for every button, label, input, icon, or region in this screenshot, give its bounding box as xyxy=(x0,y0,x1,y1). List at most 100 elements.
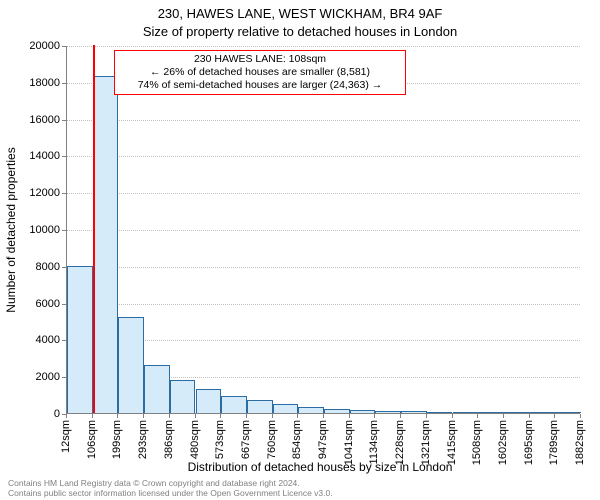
y-tick-label: 12000 xyxy=(10,187,60,199)
x-tick-mark xyxy=(580,414,581,418)
x-tick-label: 1882sqm xyxy=(574,420,586,465)
x-tick-mark xyxy=(349,414,350,418)
gridline xyxy=(67,267,580,268)
x-tick-mark xyxy=(452,414,453,418)
x-tick-mark xyxy=(374,414,375,418)
histogram-bar xyxy=(504,412,530,413)
x-tick-mark xyxy=(169,414,170,418)
x-tick-mark xyxy=(272,414,273,418)
x-tick-label: 854sqm xyxy=(291,420,303,459)
histogram-bar xyxy=(453,412,479,413)
histogram-bar xyxy=(170,380,196,413)
annotation-line-1: 230 HAWES LANE: 108sqm xyxy=(121,53,399,66)
gridline xyxy=(67,46,580,47)
x-tick-label: 1228sqm xyxy=(394,420,406,465)
y-tick-label: 0 xyxy=(10,408,60,420)
y-tick-mark xyxy=(62,120,66,121)
histogram-bar xyxy=(324,409,350,413)
histogram-bar xyxy=(93,76,119,413)
x-tick-label: 947sqm xyxy=(317,420,329,459)
x-tick-mark xyxy=(400,414,401,418)
x-tick-label: 293sqm xyxy=(137,420,149,459)
histogram-bar xyxy=(247,400,273,413)
x-tick-mark xyxy=(117,414,118,418)
x-axis-label: Distribution of detached houses by size … xyxy=(0,460,600,474)
chart-title-sub: Size of property relative to detached ho… xyxy=(0,24,600,39)
x-tick-mark xyxy=(554,414,555,418)
histogram-bar xyxy=(67,266,93,413)
y-tick-label: 18000 xyxy=(10,77,60,89)
gridline xyxy=(67,304,580,305)
property-marker-line xyxy=(93,45,95,413)
x-tick-mark xyxy=(220,414,221,418)
x-tick-label: 760sqm xyxy=(266,420,278,459)
x-tick-label: 199sqm xyxy=(111,420,123,459)
x-tick-label: 12sqm xyxy=(60,420,72,453)
histogram-bar xyxy=(427,412,453,413)
x-tick-label: 1415sqm xyxy=(446,420,458,465)
chart-container: 230, HAWES LANE, WEST WICKHAM, BR4 9AF S… xyxy=(0,0,600,500)
x-tick-mark xyxy=(66,414,67,418)
y-tick-label: 4000 xyxy=(10,334,60,346)
x-tick-mark xyxy=(426,414,427,418)
y-tick-label: 6000 xyxy=(10,298,60,310)
x-tick-mark xyxy=(477,414,478,418)
y-tick-mark xyxy=(62,340,66,341)
y-tick-mark xyxy=(62,193,66,194)
y-tick-label: 20000 xyxy=(10,40,60,52)
x-tick-mark xyxy=(529,414,530,418)
x-tick-label: 480sqm xyxy=(189,420,201,459)
x-tick-mark xyxy=(195,414,196,418)
x-tick-mark xyxy=(297,414,298,418)
footer-text: Contains HM Land Registry data © Crown c… xyxy=(8,479,592,498)
y-tick-label: 16000 xyxy=(10,114,60,126)
histogram-bar xyxy=(298,407,324,413)
footer-line-2: Contains public sector information licen… xyxy=(8,489,592,498)
gridline xyxy=(67,193,580,194)
histogram-bar xyxy=(555,412,581,413)
histogram-bar xyxy=(401,411,427,413)
x-tick-label: 1041sqm xyxy=(343,420,355,465)
gridline xyxy=(67,230,580,231)
x-tick-label: 1695sqm xyxy=(523,420,535,465)
x-tick-label: 1602sqm xyxy=(497,420,509,465)
y-tick-mark xyxy=(62,377,66,378)
x-tick-label: 1508sqm xyxy=(471,420,483,465)
x-tick-mark xyxy=(92,414,93,418)
histogram-bar xyxy=(196,389,222,413)
x-tick-mark xyxy=(246,414,247,418)
y-tick-mark xyxy=(62,267,66,268)
x-tick-label: 667sqm xyxy=(240,420,252,459)
y-tick-label: 2000 xyxy=(10,371,60,383)
x-tick-label: 1134sqm xyxy=(368,420,380,464)
histogram-bar xyxy=(144,365,170,413)
x-tick-mark xyxy=(503,414,504,418)
histogram-bar xyxy=(350,410,376,413)
histogram-bar xyxy=(375,411,401,413)
y-tick-label: 14000 xyxy=(10,150,60,162)
annotation-line-2: ← 26% of detached houses are smaller (8,… xyxy=(121,66,399,79)
y-tick-label: 10000 xyxy=(10,224,60,236)
y-tick-label: 8000 xyxy=(10,261,60,273)
x-tick-label: 106sqm xyxy=(86,420,98,459)
annotation-line-3: 74% of semi-detached houses are larger (… xyxy=(121,79,399,92)
histogram-bar xyxy=(273,404,299,413)
x-tick-label: 386sqm xyxy=(163,420,175,459)
x-tick-label: 1789sqm xyxy=(548,420,560,465)
plot-area xyxy=(66,46,580,414)
y-tick-mark xyxy=(62,46,66,47)
chart-title-main: 230, HAWES LANE, WEST WICKHAM, BR4 9AF xyxy=(0,6,600,21)
gridline xyxy=(67,120,580,121)
histogram-bar xyxy=(530,412,556,413)
y-tick-mark xyxy=(62,83,66,84)
y-tick-mark xyxy=(62,156,66,157)
x-tick-label: 1321sqm xyxy=(420,420,432,465)
y-tick-mark xyxy=(62,230,66,231)
x-tick-label: 573sqm xyxy=(214,420,226,459)
x-tick-mark xyxy=(143,414,144,418)
y-tick-mark xyxy=(62,304,66,305)
gridline xyxy=(67,156,580,157)
x-tick-mark xyxy=(323,414,324,418)
histogram-bar xyxy=(221,396,247,413)
histogram-bar xyxy=(118,317,144,413)
